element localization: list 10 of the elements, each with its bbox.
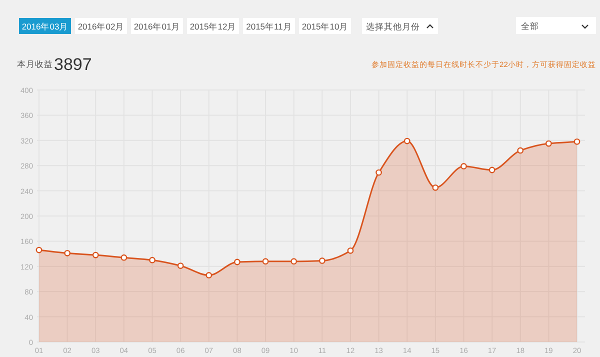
text: 选择其他月份	[366, 22, 420, 32]
text: 2015年10月	[302, 22, 348, 32]
text: 2016年03月	[22, 22, 68, 32]
text: 2015年11月	[246, 22, 292, 32]
chart-subtitle: 3897	[54, 55, 92, 74]
text: 2016年01月	[134, 22, 180, 32]
text: 2015年12月	[190, 22, 236, 32]
text: 全部	[521, 21, 539, 31]
text: 2016年02月	[78, 22, 124, 32]
chart-title: 本月收益	[17, 59, 53, 69]
